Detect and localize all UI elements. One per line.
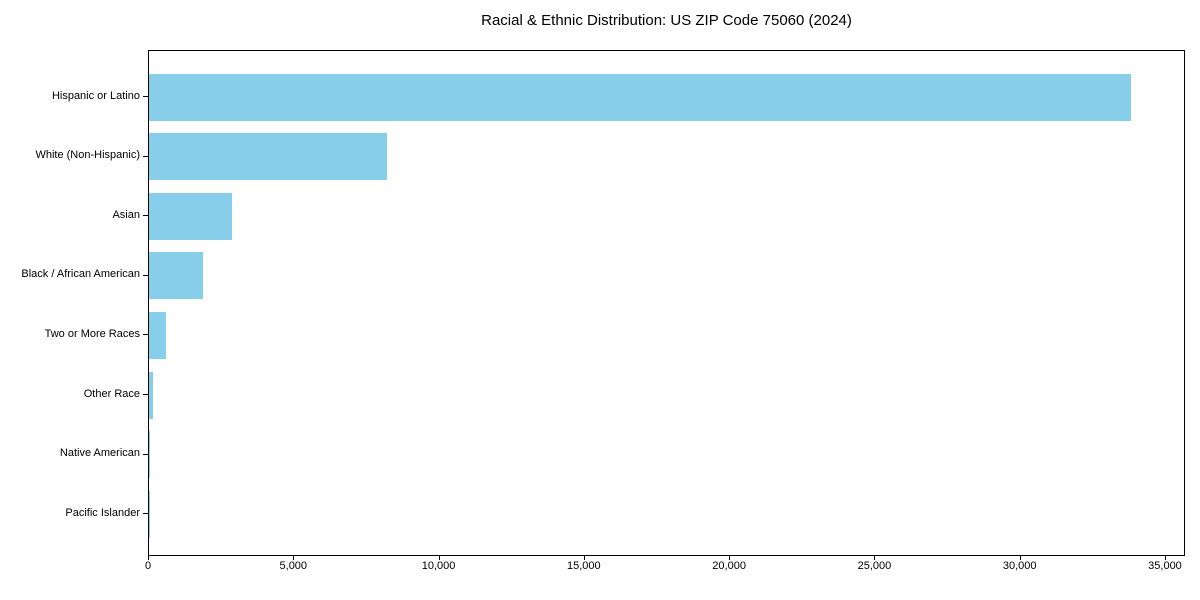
x-tick-mark: [438, 555, 440, 560]
y-tick-mark: [143, 96, 148, 97]
bar-asian: [149, 192, 233, 240]
y-tick-label-black-african-american: Black / African American: [21, 268, 140, 281]
bar-white-non-hispanic: [149, 133, 388, 181]
x-tick-mark: [293, 555, 295, 560]
x-tick-label-35-000: 35,000: [1148, 560, 1182, 572]
x-tick-mark: [148, 555, 149, 560]
bar-hispanic-or-latino: [149, 73, 1132, 121]
bar-other-race: [149, 371, 154, 419]
x-tick-label-30-000: 30,000: [1002, 560, 1037, 572]
x-tick-label-0: 0: [144, 560, 152, 572]
x-tick-mark: [1019, 555, 1021, 560]
x-tick-mark: [874, 555, 876, 560]
y-tick-label-other-race: Other Race: [83, 387, 140, 400]
x-tick-label-25-000: 25,000: [857, 560, 892, 572]
y-tick-mark: [143, 453, 148, 455]
y-tick-mark: [143, 155, 148, 157]
x-tick-label-5-000: 5,000: [279, 560, 308, 572]
y-tick-label-native-american: Native American: [59, 447, 140, 460]
x-tick-mark: [729, 555, 731, 560]
y-tick-mark: [143, 394, 148, 395]
y-tick-mark: [143, 215, 148, 217]
y-tick-mark: [143, 274, 148, 276]
y-tick-label-two-or-more-races: Two or More Races: [44, 327, 140, 340]
y-tick-mark: [143, 334, 148, 336]
plot-area: [148, 50, 1185, 556]
bar-black-african-american: [149, 252, 204, 300]
bar-native-american: [149, 431, 151, 479]
chart-title: Racial & Ethnic Distribution: US ZIP Cod…: [481, 12, 852, 29]
y-tick-label-asian: Asian: [112, 208, 140, 221]
y-tick-label-hispanic-or-latino: Hispanic or Latino: [51, 89, 140, 102]
y-tick-label-pacific-islander: Pacific Islander: [65, 506, 140, 519]
x-tick-mark: [1164, 555, 1166, 560]
y-tick-mark: [143, 513, 148, 515]
x-tick-label-10-000: 10,000: [421, 560, 456, 572]
x-tick-label-15-000: 15,000: [567, 560, 601, 572]
x-tick-label-20-000: 20,000: [712, 560, 746, 572]
y-tick-label-white-non-hispanic: White (Non-Hispanic): [35, 149, 140, 162]
bar-two-or-more-races: [149, 311, 167, 359]
x-tick-mark: [583, 555, 585, 560]
